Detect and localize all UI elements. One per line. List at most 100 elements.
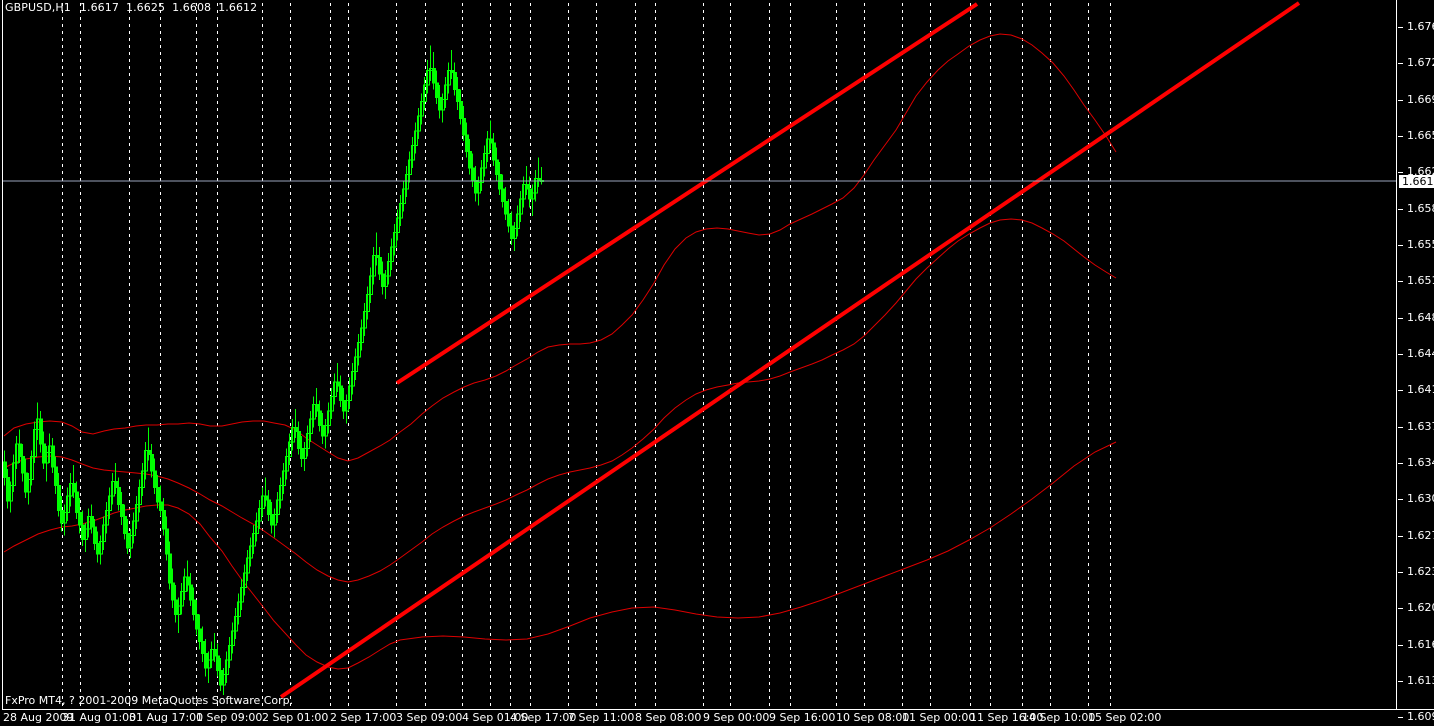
candle-body: [111, 480, 115, 497]
candle-body: [177, 605, 181, 615]
candle-body: [336, 381, 340, 387]
candle-body: [90, 516, 94, 528]
candle-body: [339, 385, 343, 402]
candle-body: [465, 134, 469, 153]
trendlines[interactable]: [279, 1, 1301, 699]
candle-body: [303, 447, 307, 460]
candle-body: [75, 491, 79, 514]
candle-body: [423, 84, 427, 103]
candle-body: [501, 188, 505, 202]
candle-body: [171, 582, 175, 601]
candle-body: [363, 310, 367, 329]
candle-body: [198, 628, 202, 642]
candle-body: [18, 443, 22, 458]
candle-body: [12, 462, 16, 487]
candle-body: [165, 528, 169, 555]
candle-body: [207, 659, 211, 669]
axis-tick-marks: [1398, 27, 1403, 718]
candle-body: [315, 404, 319, 412]
candlestick-series: [3, 45, 544, 696]
candle-body: [186, 576, 190, 586]
candle-body: [345, 400, 349, 412]
candle-body: [21, 456, 25, 474]
candle-body: [477, 182, 481, 194]
candle-body: [387, 260, 391, 277]
candle-body: [72, 483, 76, 493]
candle-body: [255, 520, 259, 534]
candle-body: [420, 101, 424, 117]
trendline-trendline-upper[interactable]: [395, 2, 979, 385]
candle-body: [405, 173, 409, 190]
candle-body: [27, 478, 31, 493]
candle-body: [135, 503, 139, 522]
candle-body: [267, 499, 271, 516]
candle-body: [105, 510, 109, 526]
candle-body: [522, 184, 526, 200]
candle-body: [441, 99, 445, 111]
candle-body: [390, 246, 394, 262]
candle-body: [306, 433, 310, 449]
candle-body: [144, 449, 148, 472]
candle-body: [66, 495, 70, 514]
candle-body: [249, 545, 253, 559]
bollinger-bands: [3, 33, 1117, 670]
candle-body: [45, 451, 49, 464]
candle-body: [447, 70, 451, 86]
candle-body: [393, 231, 397, 248]
candle-body: [216, 655, 220, 671]
candle-body: [54, 466, 58, 487]
candle-body: [63, 512, 67, 524]
candle-body: [480, 167, 484, 184]
candle-body: [378, 256, 382, 275]
candle-body: [459, 101, 463, 119]
candle-body: [483, 153, 487, 169]
candle-body: [276, 499, 280, 516]
candle-body: [453, 72, 457, 90]
candle-body: [399, 202, 403, 219]
candle-body: [108, 495, 112, 512]
candle-body: [33, 429, 37, 458]
candle-body: [417, 115, 421, 132]
candle-body: [285, 456, 289, 472]
current-price-label: 1.6612: [1399, 174, 1434, 188]
candle-body: [498, 173, 502, 190]
candle-body: [231, 630, 235, 646]
candle-body: [147, 449, 151, 455]
candle-body: [495, 159, 499, 175]
candle-body: [264, 495, 268, 501]
candle-body: [462, 117, 466, 136]
candle-body: [273, 514, 277, 526]
candle-body: [468, 151, 472, 169]
candle-body: [411, 144, 415, 161]
candle-body: [234, 615, 238, 632]
candle-body: [513, 227, 517, 240]
candle-body: [384, 275, 388, 287]
candle-body: [327, 410, 331, 426]
band-bollinger-middle: [3, 218, 1117, 583]
candle-body: [354, 356, 358, 372]
candle-body: [408, 159, 412, 175]
candle-body: [237, 601, 241, 617]
candle-body: [489, 138, 493, 144]
candle-body: [243, 572, 247, 588]
candle-body: [153, 470, 157, 489]
candle-body: [252, 532, 256, 547]
candle-body: [9, 485, 13, 502]
candle-body: [261, 495, 265, 509]
candle-body: [240, 586, 244, 603]
candle-body: [279, 485, 283, 501]
candle-body: [78, 512, 82, 526]
candle-body: [162, 510, 166, 530]
candle-body: [141, 470, 145, 489]
trendline-trendline-lower[interactable]: [279, 1, 1301, 699]
candle-body: [375, 254, 379, 258]
candle-body: [444, 84, 448, 101]
candle-body: [156, 487, 160, 503]
candle-body: [57, 485, 61, 512]
candle-body: [102, 524, 106, 543]
candle-body: [213, 649, 217, 657]
candle-body: [225, 659, 229, 675]
candle-body: [195, 613, 199, 630]
